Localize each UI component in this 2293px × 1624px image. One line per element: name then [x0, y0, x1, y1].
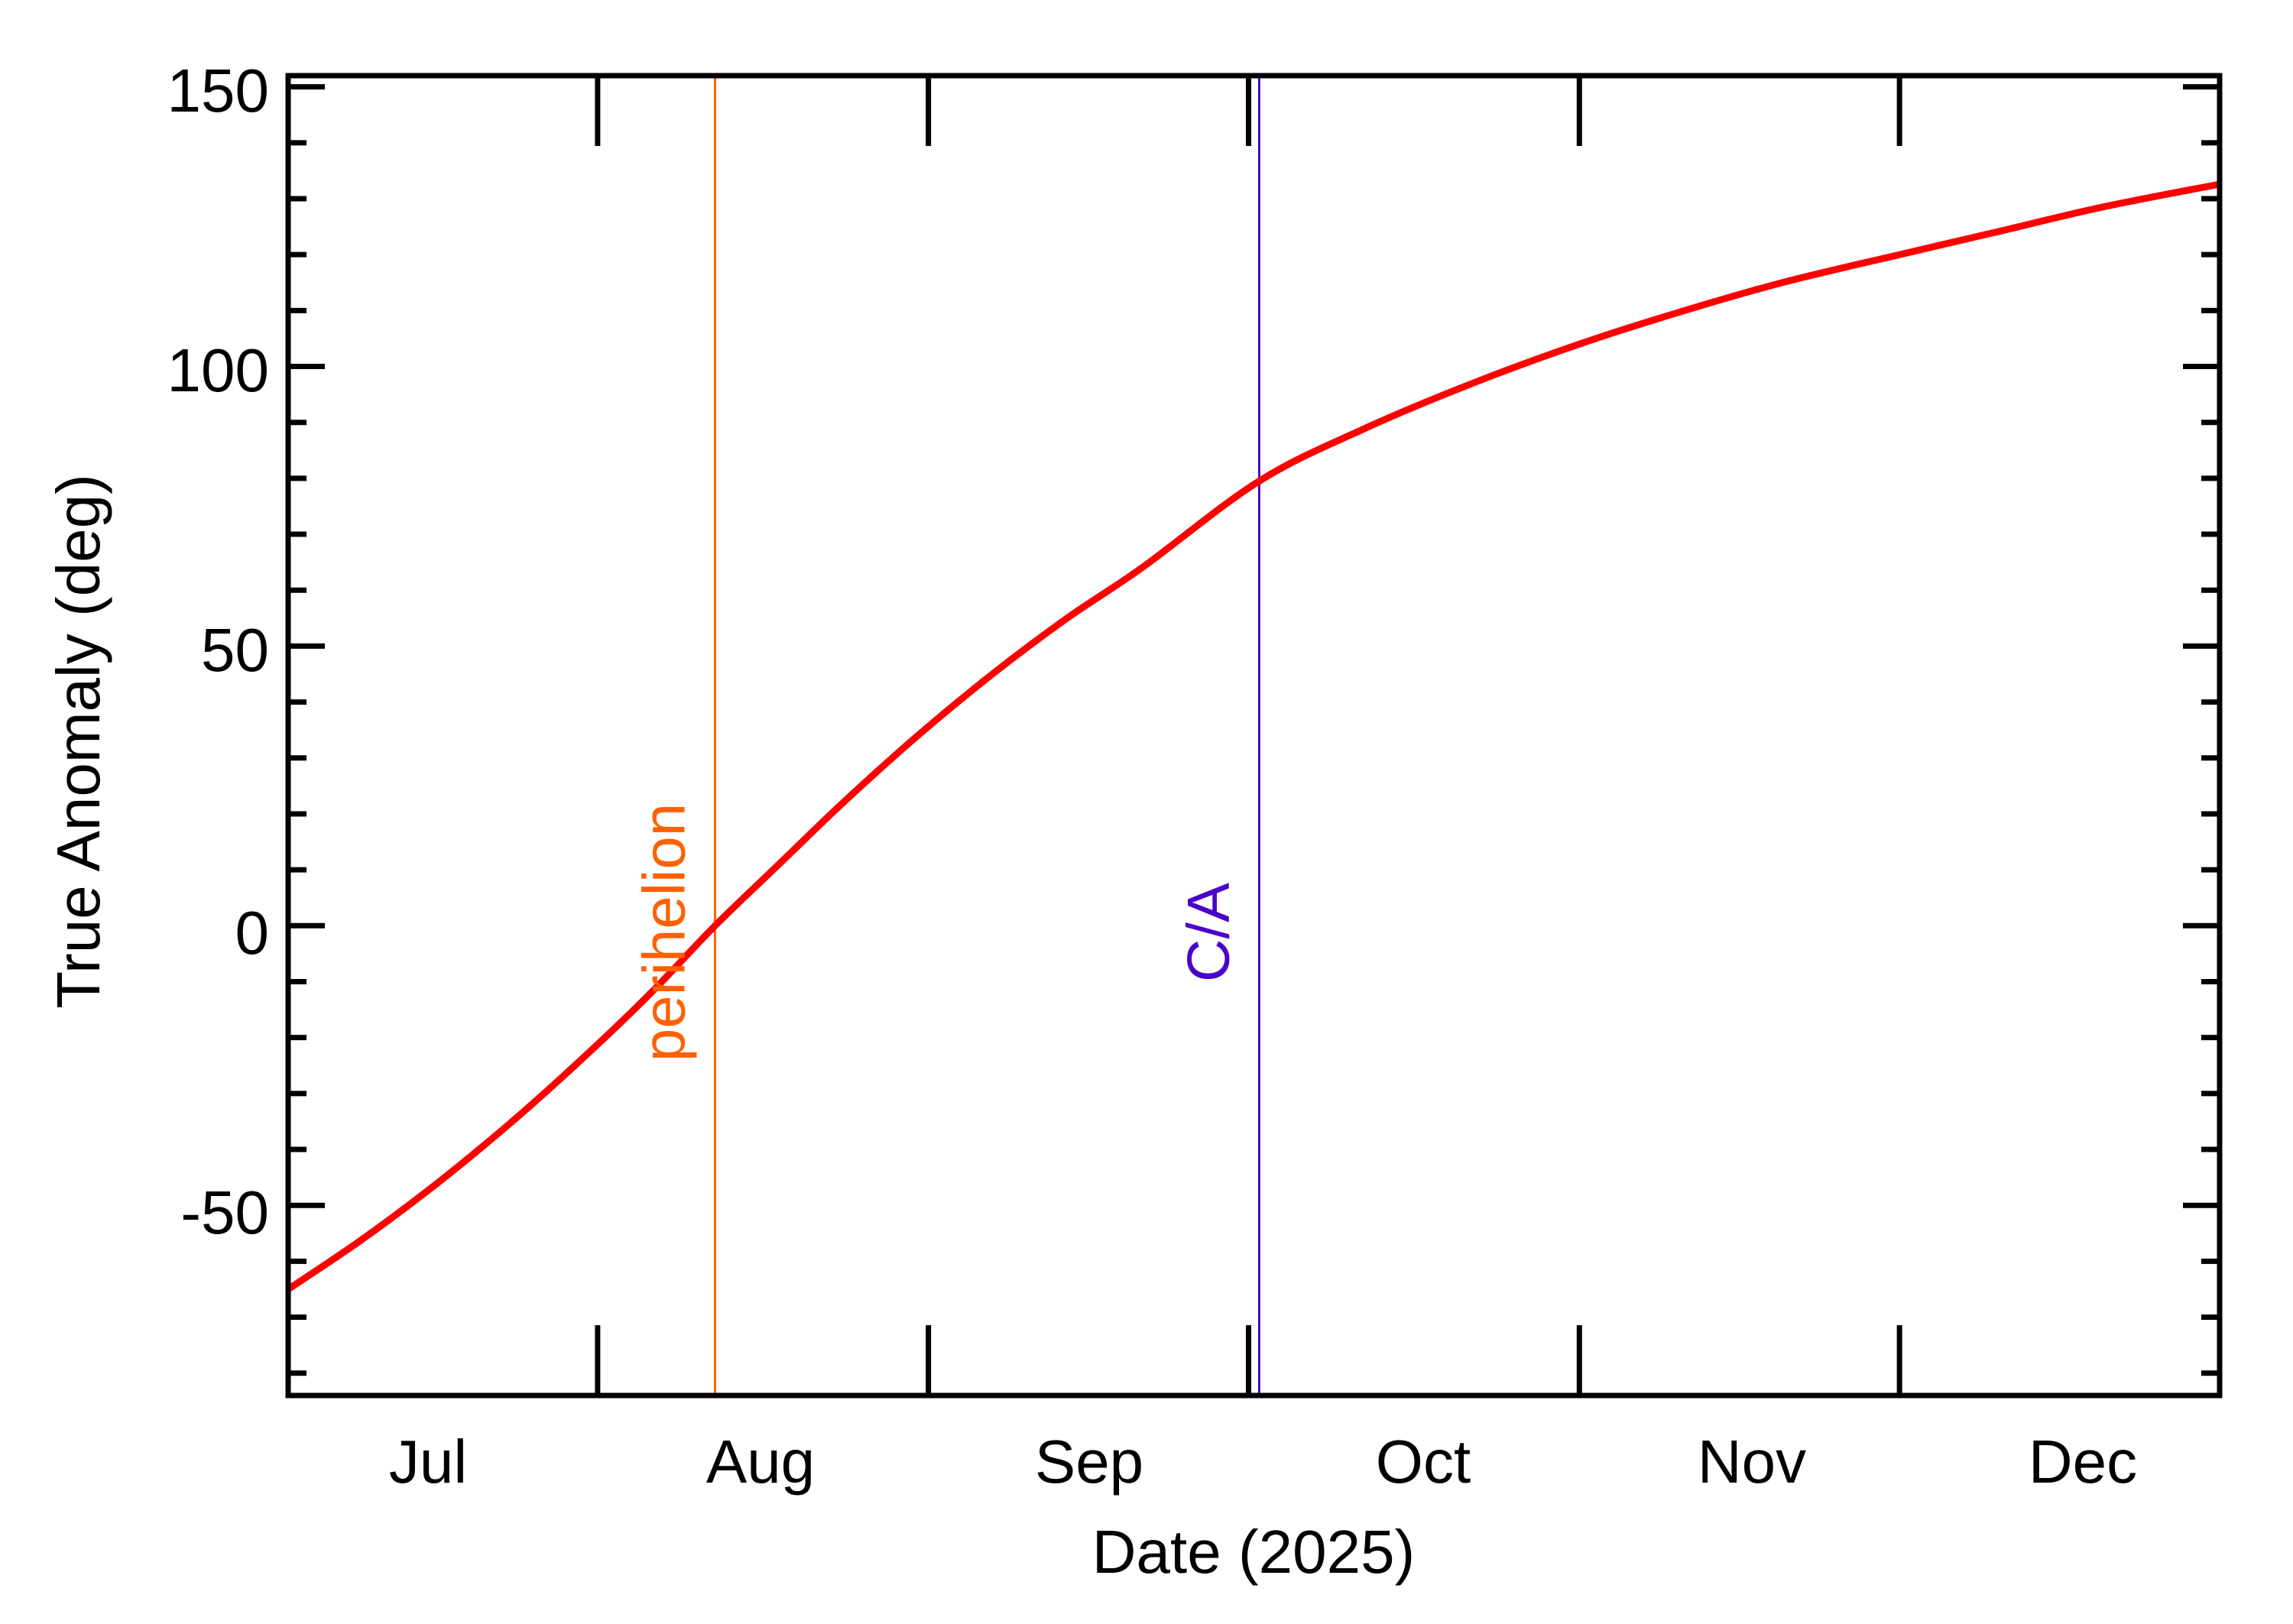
true-anomaly-curve	[286, 180, 2220, 1292]
x-tick-label-nov: Nov	[1698, 1428, 1806, 1496]
x-tick-label-oct: Oct	[1376, 1428, 1471, 1496]
perihelion-label: perihelion	[630, 803, 697, 1062]
y-tick-label-100: 100	[167, 336, 269, 404]
x-tick-label-jul: Jul	[389, 1428, 467, 1496]
x-ticks	[595, 76, 1902, 1395]
ca-label: C/A	[1174, 883, 1241, 982]
y-tick-label-minus-50: -50	[180, 1178, 269, 1246]
plot-frame	[285, 73, 2223, 1399]
y-tick-label-0: 0	[235, 899, 270, 967]
y-axis-title: True Anomaly (deg)	[44, 474, 112, 1009]
x-tick-labels: Jul Aug Sep Oct Nov Dec	[389, 1428, 2137, 1496]
x-axis-title: Date (2025)	[1092, 1518, 1415, 1586]
y-tick-label-150: 150	[167, 57, 269, 125]
y-tick-labels: 150 100 50 0 -50	[167, 57, 269, 1246]
y-minor-ticks	[288, 84, 2220, 1376]
x-tick-label-dec: Dec	[2029, 1428, 2137, 1496]
x-tick-label-aug: Aug	[706, 1428, 815, 1496]
y-tick-label-50: 50	[201, 616, 269, 684]
x-tick-label-sep: Sep	[1035, 1428, 1143, 1496]
